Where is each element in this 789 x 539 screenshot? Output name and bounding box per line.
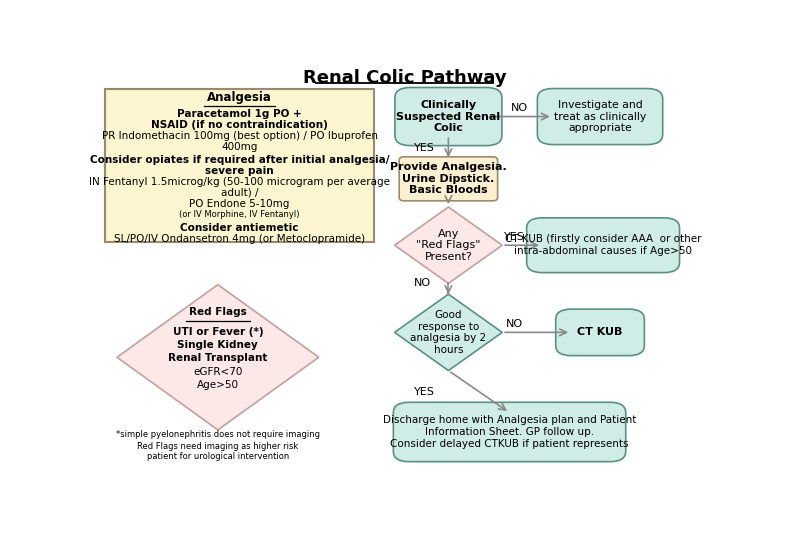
Text: Consider antiemetic: Consider antiemetic (181, 223, 299, 233)
Text: Age>50: Age>50 (197, 380, 239, 390)
Text: Clinically
Suspected Renal
Colic: Clinically Suspected Renal Colic (396, 100, 500, 133)
Text: Renal Colic Pathway: Renal Colic Pathway (302, 69, 507, 87)
Text: Analgesia: Analgesia (208, 91, 272, 103)
Text: (or IV Morphine, IV Fentanyl): (or IV Morphine, IV Fentanyl) (179, 210, 300, 219)
Text: severe pain: severe pain (205, 166, 274, 176)
Text: Paracetamol 1g PO +: Paracetamol 1g PO + (178, 109, 302, 120)
FancyBboxPatch shape (555, 309, 645, 356)
Text: YES: YES (414, 386, 435, 397)
Text: *simple pyelonephritis does not require imaging: *simple pyelonephritis does not require … (116, 430, 320, 439)
FancyBboxPatch shape (527, 218, 679, 273)
Text: Any
"Red Flags"
Present?: Any "Red Flags" Present? (416, 229, 481, 262)
Text: NO: NO (414, 278, 432, 288)
Text: Good
response to
analgesia by 2
hours: Good response to analgesia by 2 hours (410, 310, 487, 355)
Text: eGFR<70: eGFR<70 (193, 367, 242, 377)
Text: NSAID (if no contraindication): NSAID (if no contraindication) (151, 120, 328, 130)
Text: YES: YES (414, 143, 435, 153)
Text: CT KUB (firstly consider AAA  or other
intra-abdominal causes if Age>50: CT KUB (firstly consider AAA or other in… (505, 234, 701, 256)
Text: Consider opiates if required after initial analgesia/: Consider opiates if required after initi… (90, 155, 389, 165)
FancyBboxPatch shape (394, 402, 626, 462)
Polygon shape (117, 285, 319, 430)
FancyBboxPatch shape (537, 88, 663, 144)
Text: Discharge home with Analgesia plan and Patient
Information Sheet. GP follow up.
: Discharge home with Analgesia plan and P… (383, 416, 636, 448)
Text: Single Kidney: Single Kidney (178, 340, 258, 350)
FancyBboxPatch shape (399, 157, 498, 201)
FancyBboxPatch shape (394, 87, 502, 146)
Text: adult) /: adult) / (221, 188, 258, 198)
Text: NO: NO (511, 103, 528, 113)
Polygon shape (394, 294, 502, 370)
Text: PR Indomethacin 100mg (best option) / PO Ibuprofen: PR Indomethacin 100mg (best option) / PO… (102, 131, 378, 141)
FancyBboxPatch shape (106, 89, 374, 242)
Text: IN Fentanyl 1.5microg/kg (50-100 microgram per average: IN Fentanyl 1.5microg/kg (50-100 microgr… (89, 177, 390, 187)
Text: SL/PO/IV Ondansetron 4mg (or Metoclopramide): SL/PO/IV Ondansetron 4mg (or Metoclopram… (114, 234, 365, 244)
Text: Investigate and
treat as clinically
appropriate: Investigate and treat as clinically appr… (554, 100, 646, 133)
Text: 400mg: 400mg (222, 142, 258, 152)
Text: Provide Analgesia.
Urine Dipstick.
Basic Bloods: Provide Analgesia. Urine Dipstick. Basic… (390, 162, 507, 196)
Text: YES: YES (504, 232, 525, 242)
Text: UTI or Fever (*): UTI or Fever (*) (173, 327, 264, 337)
Text: Red Flags need imaging as higher risk
patient for urological intervention: Red Flags need imaging as higher risk pa… (137, 442, 298, 461)
Text: NO: NO (506, 319, 523, 329)
Text: Renal Transplant: Renal Transplant (168, 354, 267, 363)
Polygon shape (394, 207, 502, 284)
Text: PO Endone 5-10mg: PO Endone 5-10mg (189, 198, 290, 209)
Text: Red Flags: Red Flags (189, 307, 247, 317)
Text: CT KUB: CT KUB (578, 327, 623, 337)
